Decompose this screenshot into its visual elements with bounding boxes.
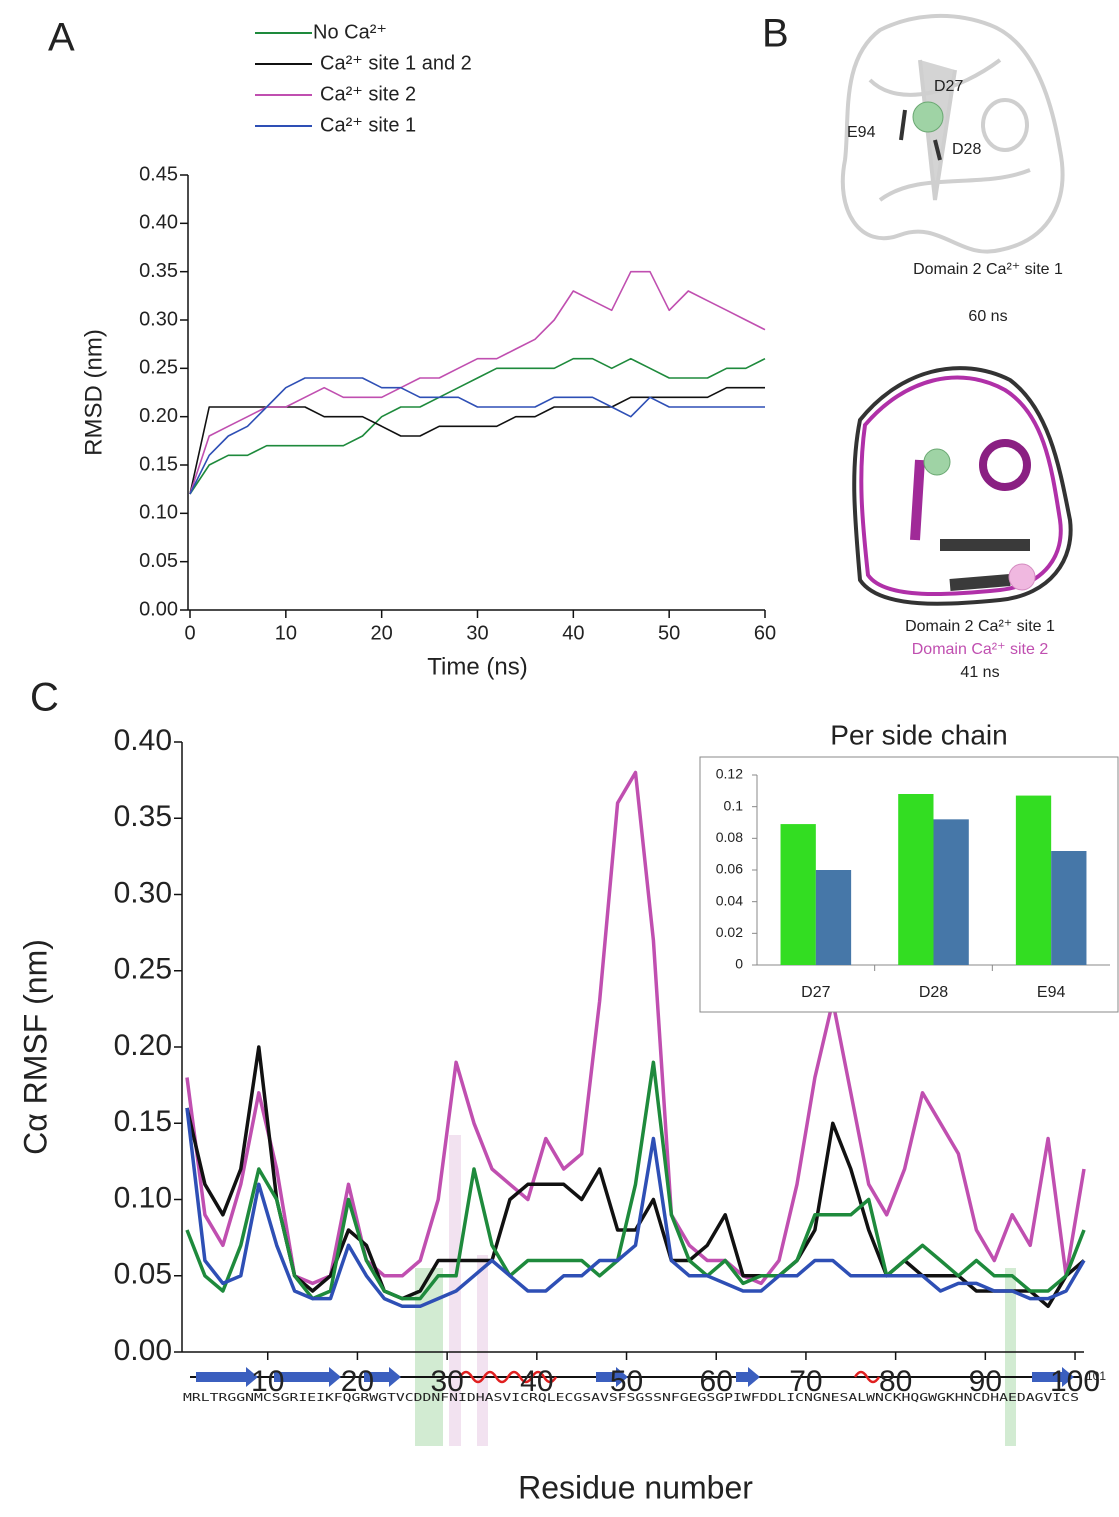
y-tick-label: 0.15 bbox=[139, 453, 178, 475]
ribbon bbox=[843, 16, 1063, 252]
helix bbox=[983, 100, 1027, 150]
x-tick-label: 0 bbox=[184, 622, 195, 644]
y-tick-label: 0.30 bbox=[114, 876, 172, 909]
y-tick-label: 0.10 bbox=[114, 1181, 172, 1214]
panel-label: C bbox=[30, 676, 59, 720]
y-tick-label: 0.10 bbox=[139, 502, 178, 524]
y-tick-label: 0.1 bbox=[724, 797, 744, 813]
calcium-ion bbox=[924, 449, 950, 475]
bar bbox=[816, 870, 851, 965]
legend-label: No Ca²⁺ bbox=[313, 21, 387, 43]
x-axis-label: Residue number bbox=[518, 1469, 753, 1505]
x-tick-label: 20 bbox=[371, 622, 393, 644]
data-line bbox=[190, 272, 765, 494]
ribbon bbox=[861, 378, 1060, 595]
strand bbox=[736, 1367, 760, 1387]
y-tick-label: 0.35 bbox=[114, 800, 172, 833]
y-tick-label: 0.30 bbox=[139, 308, 178, 330]
data-line bbox=[187, 1062, 1084, 1298]
figure: A B C D27 E94 D28 Domain 2 Ca²⁺ site 1 6… bbox=[0, 0, 1119, 1512]
legend-label: Ca²⁺ site 2 bbox=[320, 83, 416, 105]
calcium-ion bbox=[913, 102, 943, 132]
y-tick-label: 0.40 bbox=[114, 724, 172, 757]
x-tick-label: 60 bbox=[754, 622, 776, 644]
bar bbox=[898, 794, 933, 965]
y-tick-label: 0.05 bbox=[139, 550, 178, 572]
y-tick-label: 0.25 bbox=[139, 357, 178, 379]
y-tick-label: 0.40 bbox=[139, 212, 178, 234]
x-tick-label: D27 bbox=[801, 984, 830, 1001]
y-tick-label: 0.06 bbox=[716, 861, 743, 877]
y-tick-label: 0.05 bbox=[114, 1258, 172, 1291]
y-tick-label: 0.04 bbox=[716, 892, 743, 908]
bar bbox=[934, 819, 969, 965]
structure-bottom bbox=[854, 368, 1070, 604]
x-tick-label: 50 bbox=[658, 622, 680, 644]
legend-label: Ca²⁺ site 1 bbox=[320, 114, 416, 136]
y-tick-label: 0.45 bbox=[139, 163, 178, 185]
y-tick-label: 0.00 bbox=[114, 1334, 172, 1367]
helix bbox=[983, 443, 1027, 487]
y-axis-label: Cα RMSF (nm) bbox=[17, 939, 53, 1155]
x-tick-label: 40 bbox=[562, 622, 584, 644]
y-tick-label: 0.20 bbox=[139, 405, 178, 427]
y-tick-label: 0.02 bbox=[716, 924, 743, 940]
panel-label: A bbox=[48, 16, 75, 60]
structure-caption: 60 ns bbox=[968, 308, 1007, 325]
y-tick-label: 0.25 bbox=[114, 953, 172, 986]
x-tick-label: 10 bbox=[275, 622, 297, 644]
legend-label: Ca²⁺ site 1 and 2 bbox=[320, 52, 472, 74]
sequence: MRLTRGGNMCSGRIEIKFQGRWGTVCDDNFNIDHASVICR… bbox=[183, 1391, 1079, 1404]
structure-top bbox=[843, 16, 1063, 252]
sheet bbox=[915, 460, 920, 540]
highlight bbox=[1005, 1268, 1016, 1446]
y-tick-label: 0.15 bbox=[114, 1105, 172, 1138]
y-tick-label: 0.35 bbox=[139, 260, 178, 282]
x-tick-label: 30 bbox=[466, 622, 488, 644]
data-line bbox=[190, 388, 765, 494]
bar bbox=[1016, 796, 1051, 965]
residue-label: D27 bbox=[934, 78, 963, 95]
residue-label: D28 bbox=[952, 141, 981, 158]
x-axis-label: Time (ns) bbox=[427, 653, 527, 680]
y-tick-label: 0.08 bbox=[716, 829, 743, 845]
structure-caption: Domain 2 Ca²⁺ site 1 bbox=[905, 618, 1055, 635]
bar bbox=[781, 824, 816, 965]
x-tick-label: E94 bbox=[1037, 984, 1066, 1001]
structure-caption: Domain Ca²⁺ site 2 bbox=[912, 641, 1049, 658]
data-line bbox=[190, 378, 765, 494]
structure-caption: Domain 2 Ca²⁺ site 1 bbox=[913, 261, 1063, 278]
inset-title: Per side chain bbox=[830, 719, 1007, 750]
y-tick-label: 0.12 bbox=[716, 766, 743, 782]
y-tick-label: 0.00 bbox=[139, 598, 178, 620]
panel-label: B bbox=[762, 12, 789, 56]
bar bbox=[1051, 851, 1086, 965]
highlight bbox=[477, 1255, 488, 1446]
y-tick-label: 0 bbox=[735, 956, 743, 972]
structure-caption: 41 ns bbox=[960, 664, 999, 681]
highlight bbox=[415, 1268, 443, 1446]
y-axis-label: RMSD (nm) bbox=[80, 329, 107, 456]
x-tick-label: D28 bbox=[919, 984, 948, 1001]
sequence-end: 101 bbox=[1086, 1369, 1106, 1383]
residue-label: E94 bbox=[847, 124, 876, 141]
y-tick-label: 0.20 bbox=[114, 1029, 172, 1062]
calcium-ion bbox=[1009, 564, 1035, 590]
strand bbox=[196, 1367, 258, 1387]
